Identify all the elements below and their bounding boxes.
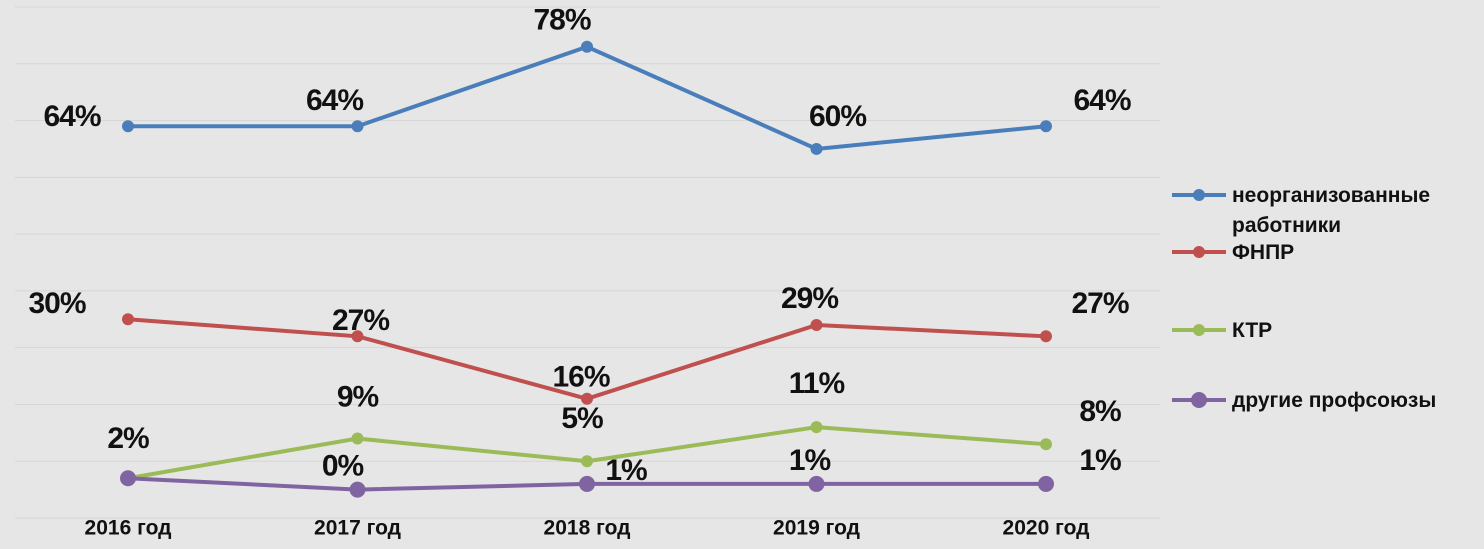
data-point (579, 475, 595, 492)
data-point (1038, 475, 1054, 492)
data-point (122, 120, 134, 133)
data-point (808, 475, 825, 492)
data-label: 2% (107, 422, 149, 455)
data-label: 60% (809, 100, 866, 133)
legend-label: ФНПР (1232, 241, 1295, 264)
legend-label: КТР (1232, 319, 1273, 342)
data-point (810, 421, 823, 434)
data-point (810, 142, 823, 155)
legend-label: другие профсоюзы (1232, 389, 1437, 412)
x-tick-label: 2016 год (85, 517, 172, 540)
data-label: 11% (789, 367, 845, 400)
data-label: 27% (332, 304, 389, 337)
data-label: 1% (789, 444, 831, 477)
data-point (581, 40, 593, 53)
data-label: 16% (552, 361, 609, 394)
legend-marker (1193, 246, 1205, 258)
data-point (810, 318, 823, 331)
x-tick-label: 2020 год (1003, 517, 1090, 540)
data-label: 9% (337, 380, 379, 413)
data-point (349, 481, 366, 498)
data-point (351, 432, 364, 445)
x-tick-label: 2017 год (314, 517, 401, 540)
data-label: 30% (28, 287, 85, 320)
data-label: 8% (1079, 395, 1121, 428)
data-label: 5% (561, 402, 603, 435)
legend-marker (1193, 324, 1205, 336)
data-label: 64% (306, 84, 363, 117)
legend-marker (1193, 189, 1205, 201)
data-label: 64% (1073, 84, 1130, 117)
legend-label: неорганизованные работники (1232, 184, 1431, 237)
data-point (351, 330, 364, 343)
data-label: 27% (1071, 287, 1128, 320)
series-line (128, 44, 1047, 151)
x-tick-label: 2019 год (773, 517, 860, 540)
data-label: 1% (605, 454, 647, 487)
data-label: 0% (322, 450, 364, 483)
data-label: 1% (1079, 444, 1121, 477)
data-point (351, 120, 364, 133)
legend-marker (1191, 392, 1207, 408)
data-point (581, 392, 593, 405)
data-point (122, 313, 134, 326)
data-point (1040, 438, 1052, 451)
data-label: 29% (781, 282, 838, 315)
data-point (120, 470, 136, 487)
data-label: 64% (43, 100, 100, 133)
data-point (1040, 330, 1052, 343)
data-point (581, 455, 593, 468)
data-label: 78% (533, 4, 590, 37)
data-point (1040, 120, 1052, 133)
x-tick-label: 2018 год (544, 517, 631, 540)
